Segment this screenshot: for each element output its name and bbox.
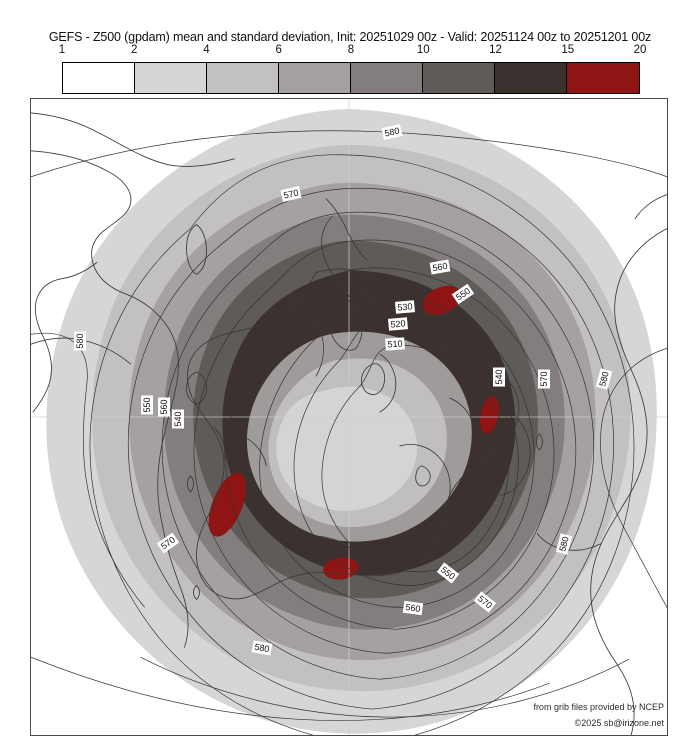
contour-label: 540 xyxy=(172,409,184,429)
map-panel: 580 570 560 550 530 520 510 560 550 540 … xyxy=(30,98,668,736)
colorbar-segment-8-10 xyxy=(351,63,423,93)
contour-label: 520 xyxy=(387,317,409,331)
colorbar-segment-4-6 xyxy=(207,63,279,93)
colorbar-segment-12-15 xyxy=(495,63,567,93)
colorbar-segment-2-4 xyxy=(135,63,207,93)
spread-max-blob-east xyxy=(479,396,500,434)
colorbar-tick-6: 6 xyxy=(275,44,282,56)
spread-core-inner3 xyxy=(276,386,418,511)
colorbar-tick-12: 12 xyxy=(489,44,502,56)
contour-label: 560 xyxy=(158,397,170,417)
contour-label: 550 xyxy=(141,395,153,415)
graticule xyxy=(31,99,667,735)
colorbar-tick-15: 15 xyxy=(561,44,575,56)
colorbar-tick-1: 1 xyxy=(58,44,66,56)
contour-label: 580 xyxy=(74,331,86,351)
coastlines xyxy=(31,112,667,735)
copyright-credit: ©2025 sb@irizone.net xyxy=(574,718,664,728)
colorbar-tick-labels: 1 2 4 6 8 10 12 15 20 xyxy=(58,44,647,60)
data-source-credit: from grib files provided by NCEP xyxy=(533,702,664,712)
colorbar-tick-10: 10 xyxy=(416,44,430,56)
colorbar-tick-2: 2 xyxy=(131,44,138,56)
contour-label: 530 xyxy=(394,300,416,314)
colorbar-segment-1-2 xyxy=(63,63,135,93)
colorbar-tick-4: 4 xyxy=(203,44,210,56)
colorbar-gradient xyxy=(62,62,640,94)
mean-height-contours xyxy=(31,130,667,735)
colorbar-segment-10-12 xyxy=(423,63,495,93)
colorbar-segment-15-20 xyxy=(567,63,639,93)
contour-label: 540 xyxy=(493,367,505,387)
contour-label: 510 xyxy=(385,337,405,351)
spread-max-blob-north xyxy=(422,285,461,315)
colorbar-tick-8: 8 xyxy=(347,44,355,56)
contour-label: 560 xyxy=(402,600,424,616)
colorbar: 1 2 4 6 8 10 12 15 20 xyxy=(59,44,646,94)
page-title: GEFS - Z500 (gpdam) mean and standard de… xyxy=(48,30,652,44)
colorbar-segment-6-8 xyxy=(279,63,351,93)
spread-max-blob-west xyxy=(208,472,247,537)
map-canvas xyxy=(31,99,667,735)
colorbar-tick-20: 20 xyxy=(633,44,647,56)
contour-label: 570 xyxy=(538,369,550,389)
